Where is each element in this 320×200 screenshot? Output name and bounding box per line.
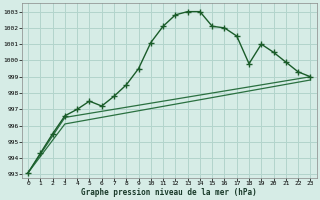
X-axis label: Graphe pression niveau de la mer (hPa): Graphe pression niveau de la mer (hPa) bbox=[81, 188, 257, 197]
